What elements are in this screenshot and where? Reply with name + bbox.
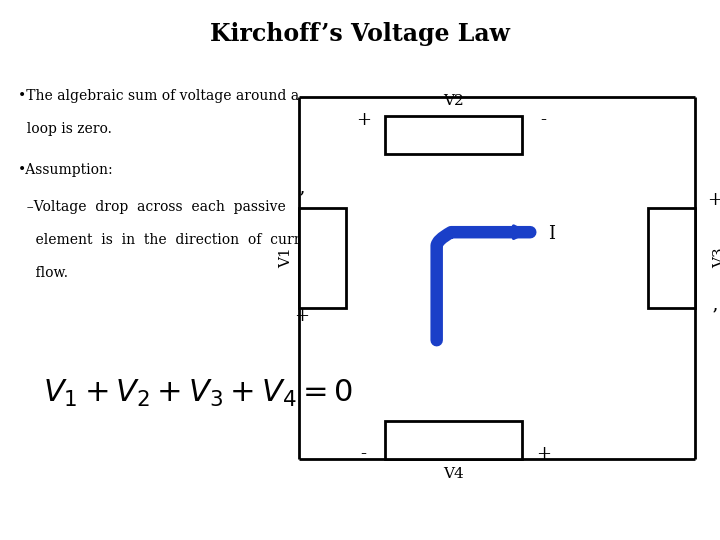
Text: element  is  in  the  direction  of  current: element is in the direction of current — [18, 233, 323, 247]
Text: I: I — [549, 225, 555, 243]
Text: V3: V3 — [713, 247, 720, 268]
Text: +: + — [294, 307, 310, 325]
Text: $V_1 + V_2 + V_3 + V_4 = 0$: $V_1 + V_2 + V_3 + V_4 = 0$ — [43, 378, 354, 409]
Text: V4: V4 — [444, 467, 464, 481]
Text: –Voltage  drop  across  each  passive: –Voltage drop across each passive — [18, 200, 286, 214]
Text: +: + — [708, 191, 720, 209]
Bar — [385, 116, 522, 154]
Text: •Assumption:: •Assumption: — [18, 163, 114, 177]
Bar — [385, 421, 522, 459]
Text: -: - — [361, 444, 366, 463]
Text: •The algebraic sum of voltage around a: •The algebraic sum of voltage around a — [18, 89, 299, 103]
Text: ’: ’ — [299, 191, 305, 209]
Text: V1: V1 — [279, 247, 293, 268]
Text: V2: V2 — [444, 94, 464, 108]
Text: +: + — [536, 444, 551, 463]
Text: Kirchoff’s Voltage Law: Kirchoff’s Voltage Law — [210, 22, 510, 45]
Bar — [299, 208, 346, 308]
Text: +: + — [356, 111, 371, 129]
Bar — [648, 208, 695, 308]
Text: flow.: flow. — [18, 266, 68, 280]
Text: ’: ’ — [712, 307, 718, 325]
Text: -: - — [541, 111, 546, 129]
Text: loop is zero.: loop is zero. — [18, 122, 112, 136]
